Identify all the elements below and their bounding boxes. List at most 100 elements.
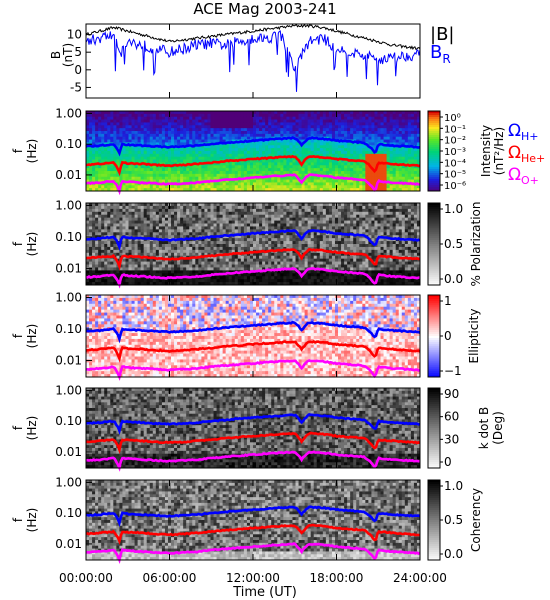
y-tick-label: 0.01 — [55, 354, 82, 368]
y-axis-label-unit: (Hz) — [25, 232, 39, 257]
legend-gyro-2: ΩO+ — [508, 165, 539, 187]
colorbar-tick-label: 60 — [444, 410, 459, 424]
colorbar-tick-label: 10⁻² — [444, 136, 466, 147]
gyro-line-he-plus — [85, 523, 421, 545]
legend-gyro-1: ΩHe+ — [508, 143, 545, 165]
heatmap-cells — [86, 388, 421, 469]
y-tick-label: 0.01 — [55, 445, 82, 459]
gyro-line-he-plus — [85, 154, 421, 177]
colorbar-polarization: 1.0 0.5 0.0 % Polarization — [427, 202, 483, 287]
colorbar-tick-label: −1 — [444, 364, 462, 378]
y-tick-label: 0.01 — [55, 537, 82, 551]
colorbar-tick-label: 90 — [444, 387, 459, 401]
plot-frame — [85, 23, 421, 99]
y-axis-label-main: B — [49, 51, 63, 59]
gyro-line-h-plus — [85, 505, 421, 528]
y-tick-label: 0.10 — [55, 414, 82, 428]
legend-gyro-0: ΩH+ — [508, 121, 539, 143]
y-tick-label: 0 — [74, 63, 82, 77]
legend-b-r: BR — [430, 42, 451, 66]
colorbar-label-unit: (Deg) — [491, 411, 505, 445]
x-tick-label: 06:00:00 — [143, 571, 197, 585]
colorbar-tick-label: 30 — [444, 432, 459, 446]
colorbar-tick-label: 0.5 — [444, 237, 463, 251]
gyro-line-h-plus — [85, 412, 421, 435]
x-axis-label: Time (UT) — [232, 585, 297, 600]
y-axis-label-unit: (nT) — [61, 43, 75, 67]
heatmap-cells — [86, 295, 421, 378]
y-tick-label: 5 — [74, 45, 82, 59]
y-tick-label: 0.10 — [55, 230, 82, 244]
colorbar-tick-label: 10⁻³ — [444, 147, 466, 158]
gyro-line-h-plus — [85, 136, 421, 157]
gyro-line-h-plus — [86, 229, 421, 252]
y-axis-label-unit: (Hz) — [25, 139, 39, 164]
y-tick-label: 0.01 — [55, 168, 82, 182]
colorbar-tick-label: 10⁻⁵ — [444, 170, 466, 181]
y-axis-label-main: f — [11, 148, 25, 153]
y-axis-label-unit: (Hz) — [25, 416, 39, 441]
colorbar-coherency: 1.0 0.5 0.0 Coherency — [427, 479, 483, 561]
gyro-line-he-plus — [85, 431, 421, 455]
colorbar-tick-label: 1 — [444, 294, 452, 308]
colorbar-label: Ellipticity — [467, 309, 481, 364]
colorbar-tick-label: 0 — [444, 329, 452, 343]
colorbar-tick-label: 0.0 — [444, 272, 463, 286]
panel-magnetic-field: 10 5 0 -5 B(nT) |B|BR — [49, 23, 454, 99]
gyro-line-o-plus — [85, 266, 421, 289]
colorbar-tick-label: 10⁻⁴ — [444, 158, 466, 169]
colorbar-label: Intensity — [479, 125, 493, 177]
gyro-line-he-plus — [85, 247, 421, 271]
heatmap-cells — [86, 203, 421, 286]
legend-b-total: |B| — [430, 24, 454, 45]
gyro-line-o-plus — [85, 450, 421, 472]
colorbar-tick-label: 1.0 — [444, 202, 463, 216]
y-axis-label-main: f — [11, 517, 25, 522]
panel-k-dot-b: 1.00 0.10 0.01 f (Hz) 90 60 30 0 k dot B (Deg) — [11, 383, 505, 472]
colorbar-label: k dot B — [477, 407, 491, 449]
colorbar-label-unit: (nT²/Hz) — [492, 127, 506, 175]
colorbar-tick-label: 0.5 — [444, 513, 463, 527]
colorbar-k-dot-b: 90 60 30 0 k dot B (Deg) — [427, 387, 505, 469]
series-line-b-total — [85, 23, 421, 51]
figure-title: ACE Mag 2003-241 — [193, 0, 336, 18]
gyro-line-he-plus — [85, 340, 421, 363]
y-axis-label-main: f — [11, 425, 25, 430]
x-tick-label: 24:00:00 — [393, 571, 447, 585]
colorbar-label: Coherency — [469, 488, 483, 552]
gyro-line-h-plus — [85, 320, 421, 344]
colorbar-tick-label: 0.0 — [444, 547, 463, 561]
panel-intensity: 1.00 0.10 0.01 f (Hz) 10⁰10⁻¹10⁻²10⁻³10⁻⁴10⁻⁵… — [11, 106, 545, 196]
series-line-b-r — [85, 30, 421, 92]
heatmap-cells — [86, 480, 421, 561]
colorbar-tick-label: 1.0 — [444, 479, 463, 493]
y-tick-label: 0.10 — [55, 322, 82, 336]
colorbar-tick-label: 10⁻¹ — [444, 124, 466, 135]
y-tick-label: 0.01 — [55, 262, 82, 276]
panel-coherency: 1.00 0.10 0.01 f (Hz) 1.0 0.5 0.0 Coherency — [11, 475, 483, 565]
y-axis-label-main: f — [11, 241, 25, 246]
y-tick-label: 1.00 — [55, 290, 82, 304]
y-tick-label: 1.00 — [55, 106, 82, 120]
y-tick-label: 10 — [67, 28, 82, 42]
panel-ellipticity: 1.00 0.10 0.01 f (Hz) 1 0 −1 Ellipticity — [11, 290, 481, 381]
y-tick-label: 1.00 — [55, 383, 82, 397]
heatmap-cells — [86, 111, 421, 192]
colorbar-label: % Polarization — [469, 202, 483, 287]
colorbar-tick-label: 10⁻⁶ — [444, 181, 466, 192]
y-axis-label-unit: (Hz) — [25, 508, 39, 533]
panel-polarization: 1.00 0.10 0.01 f (Hz) 1.0 0.5 0.0 % Polarization — [11, 198, 483, 289]
x-tick-label: 12:00:00 — [226, 571, 280, 585]
x-tick-label: 18:00:00 — [310, 571, 364, 585]
y-axis-label-unit: (Hz) — [25, 324, 39, 349]
y-tick-label: 0.10 — [55, 506, 82, 520]
gyro-line-o-plus — [85, 173, 421, 196]
y-tick-label: 0.10 — [55, 137, 82, 151]
gyro-line-o-plus — [86, 542, 421, 565]
y-tick-label: 1.00 — [55, 198, 82, 212]
y-axis-label-main: f — [11, 333, 25, 338]
colorbar-tick-label: 10⁰ — [444, 113, 461, 124]
y-tick-label: 1.00 — [55, 475, 82, 489]
